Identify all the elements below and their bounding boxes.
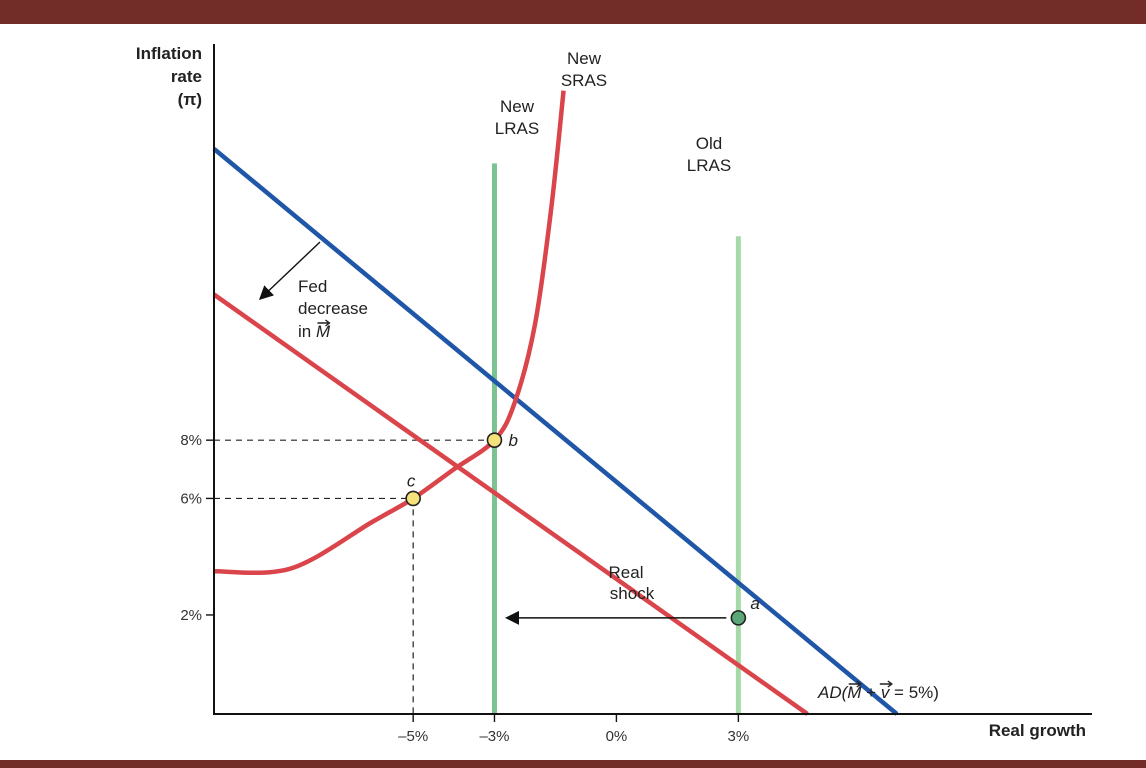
y-axis-title: rate xyxy=(171,67,202,86)
fed-annotation-line: in M xyxy=(298,322,331,341)
point-label-b: b xyxy=(508,431,517,450)
fed-arrow xyxy=(258,241,321,300)
y-tick-label: 2% xyxy=(180,607,202,624)
new-ad-line xyxy=(212,292,809,716)
point-a xyxy=(730,610,747,626)
y-tick-label: 6% xyxy=(180,490,202,507)
new-sras-curve xyxy=(213,90,566,576)
ad-label: AD(M + v = 5%) xyxy=(817,683,939,702)
fed-annotation-line: decrease xyxy=(298,299,368,318)
y-axis-title: (π) xyxy=(178,90,202,109)
point-label-a: a xyxy=(750,594,759,613)
point-b xyxy=(486,432,503,448)
y-tick-label: 8% xyxy=(180,432,202,449)
vector-arrow-fed xyxy=(317,319,331,327)
old-lras-label: Old xyxy=(696,134,722,153)
shock-annotation-line: Real xyxy=(609,563,644,582)
vector-arrow-m xyxy=(848,680,862,688)
old-lras-label: LRAS xyxy=(687,156,731,175)
top-banner xyxy=(0,0,1146,24)
x-tick-label: –5% xyxy=(398,728,428,745)
x-tick-label: –3% xyxy=(479,728,509,745)
point-c xyxy=(405,490,421,507)
y-axis-title: Inflation xyxy=(136,44,202,63)
bottom-banner xyxy=(0,760,1146,768)
new-lras-label: New xyxy=(500,97,535,116)
ad-line xyxy=(212,147,899,716)
fed-annotation-line: Fed xyxy=(298,277,327,296)
x-axis-title: Real growth xyxy=(989,721,1086,740)
point-label-c: c xyxy=(407,471,416,490)
new-lras-label: LRAS xyxy=(495,119,539,138)
vector-arrow-v xyxy=(879,680,893,688)
new-sras-label: SRAS xyxy=(561,71,607,90)
new-sras-label: New xyxy=(567,49,602,68)
shock-annotation-line: shock xyxy=(610,584,655,603)
x-tick-label: 0% xyxy=(606,728,628,745)
x-tick-label: 3% xyxy=(728,728,750,745)
